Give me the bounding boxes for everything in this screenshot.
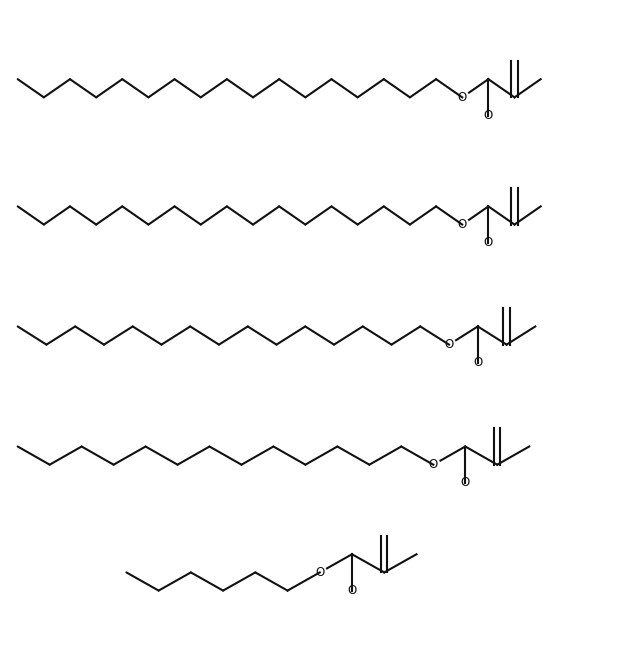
Text: O: O	[473, 356, 482, 369]
Text: O: O	[461, 476, 470, 489]
Text: O: O	[458, 91, 467, 104]
Text: O: O	[428, 458, 438, 471]
Text: O: O	[483, 236, 493, 249]
Text: O: O	[444, 338, 454, 351]
Text: O: O	[315, 566, 324, 579]
Text: O: O	[348, 584, 356, 597]
Text: O: O	[483, 109, 493, 122]
Text: O: O	[458, 218, 467, 231]
